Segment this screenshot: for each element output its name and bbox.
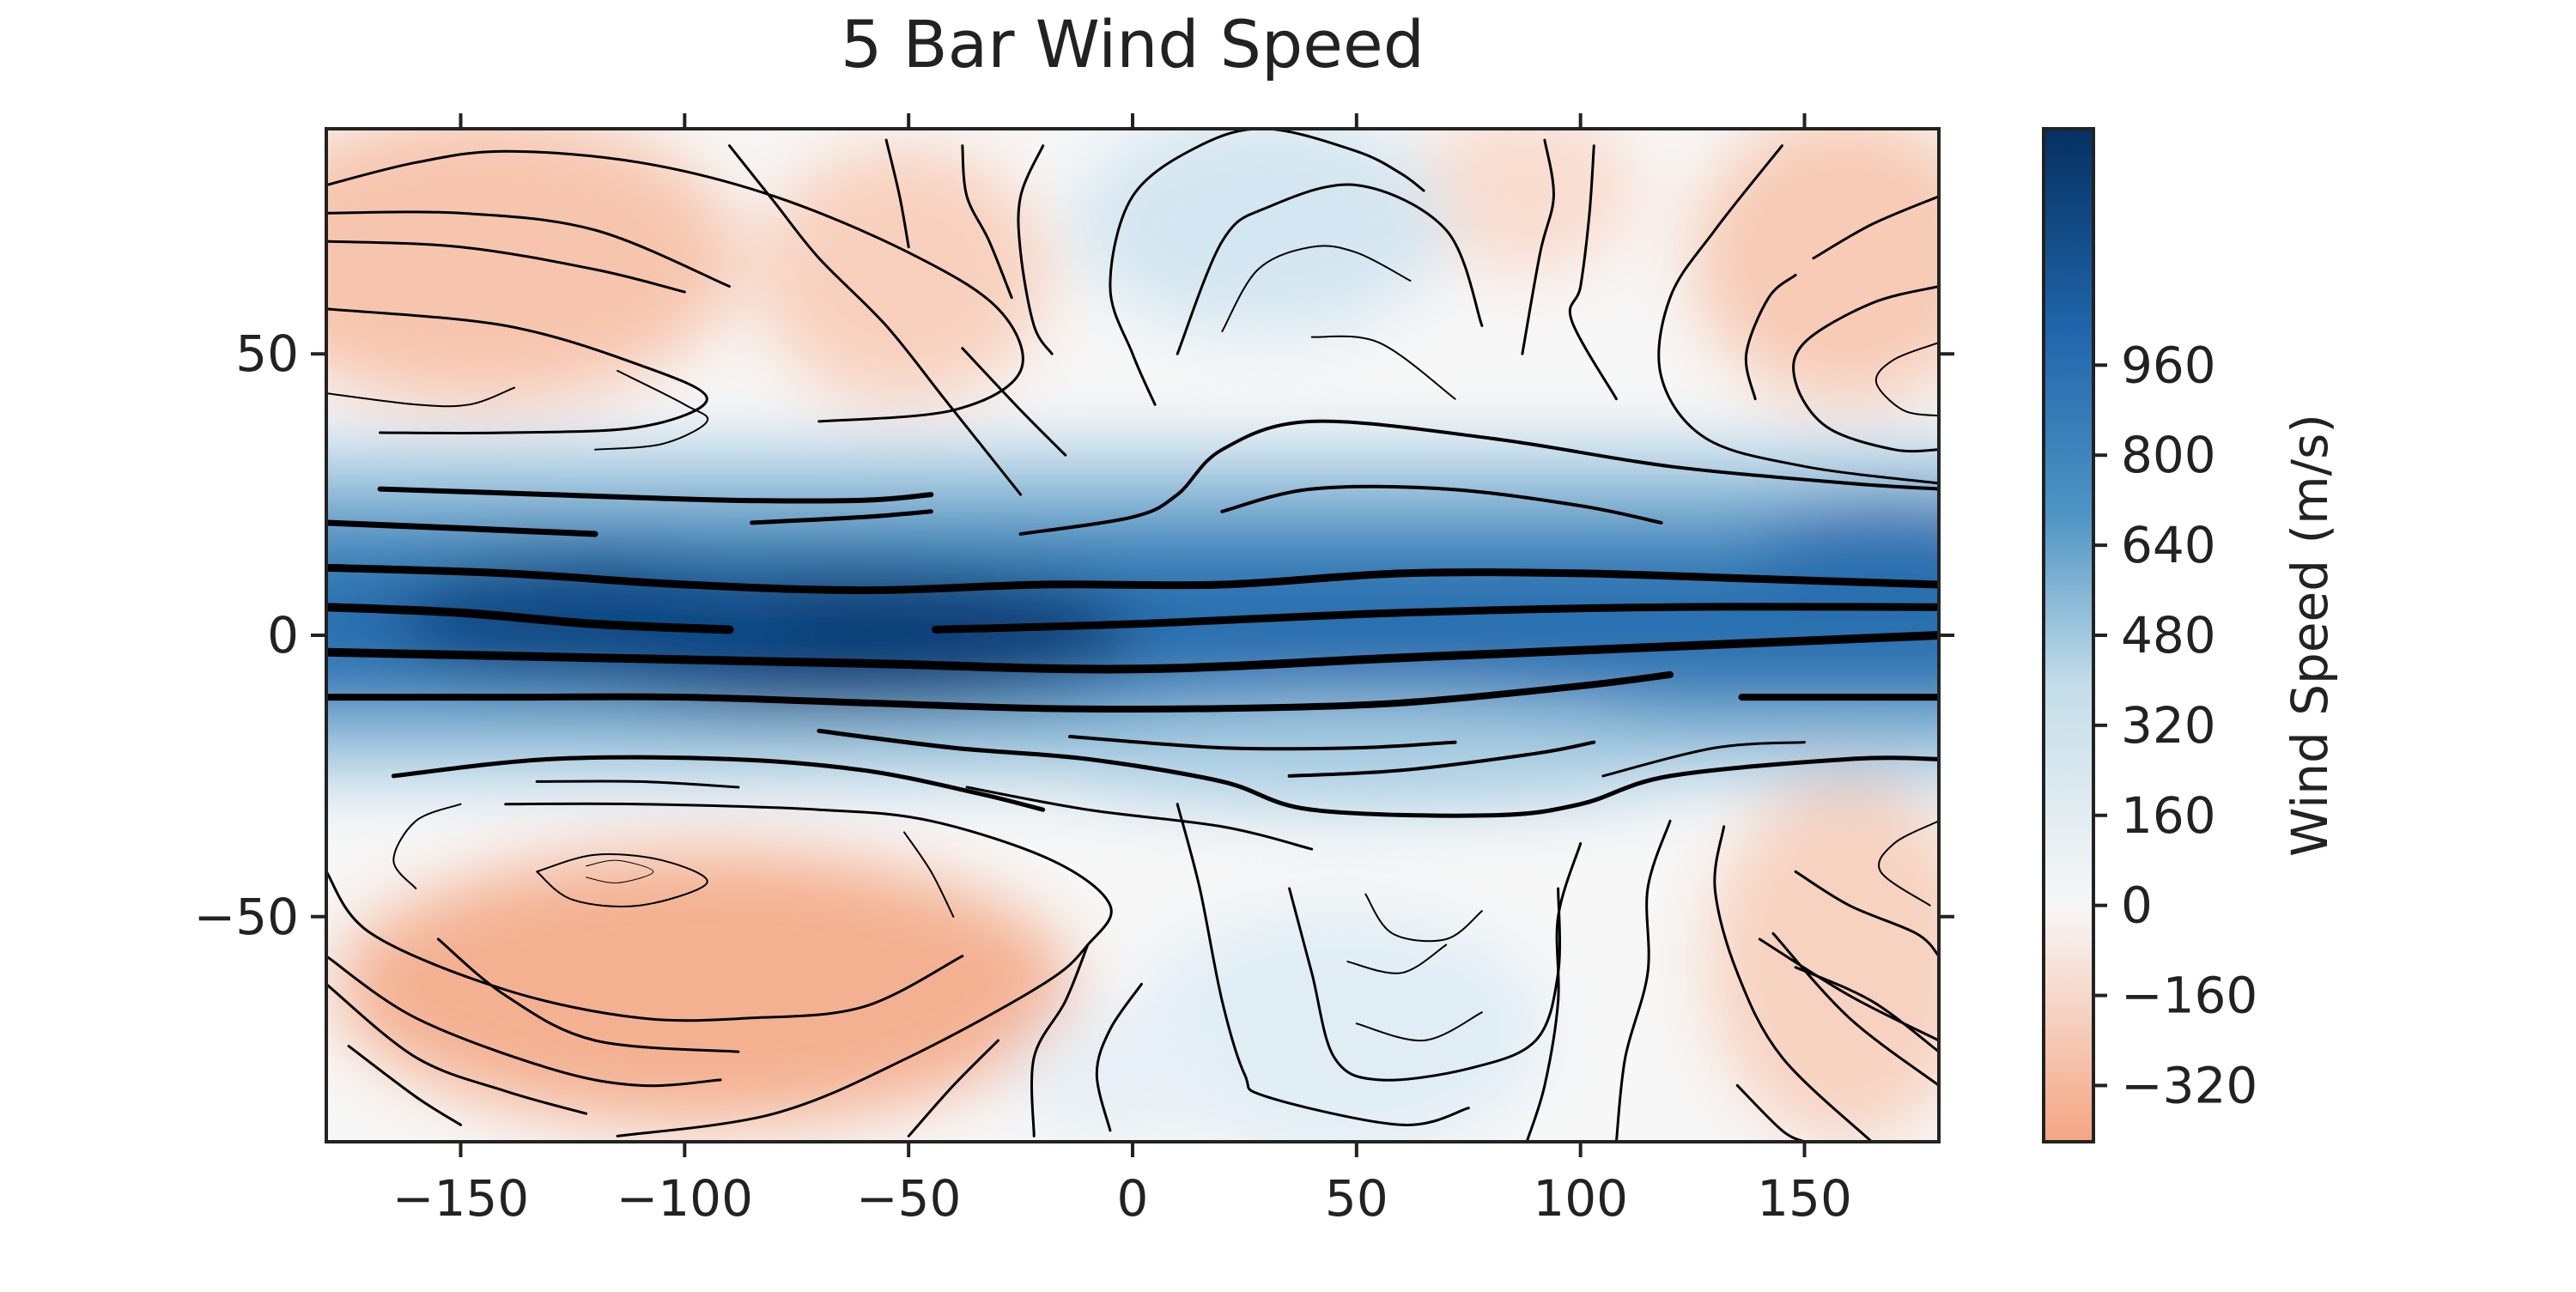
x-tick-label: −100 [617,1169,753,1228]
streamline-49 [903,831,955,918]
streamline-41 [326,955,722,1088]
streamline-2 [326,563,1939,595]
streamline-20 [326,307,708,434]
streamline-19 [326,210,731,288]
streamline-38 [1744,273,1797,401]
streamline-13 [1068,735,1457,751]
colorbar-tick-label: 800 [2121,426,2216,484]
streamline-8 [750,509,933,525]
streamline-24 [728,144,1023,496]
y-tick-label: 0 [267,606,299,664]
streamline-30 [1176,183,1484,355]
x-tick-label: −50 [856,1169,961,1228]
streamline-21 [326,386,516,408]
streamline-55 [1355,1011,1483,1042]
streamline-16 [1601,741,1806,778]
streamline-61 [1771,931,1939,1087]
streamline-4 [326,670,1674,713]
x-tick-label: 50 [1325,1169,1388,1228]
streamline-23 [326,240,686,294]
streamline-43 [436,937,740,1053]
colorbar-tick-label: 0 [2121,876,2153,935]
streamline-60 [1713,825,1874,1142]
colorbar-tick-label: 320 [2121,696,2216,755]
streamline-37 [1874,342,1939,417]
streamline-64 [1794,870,1939,958]
streamline-25 [884,138,910,249]
streamline-47 [536,853,708,907]
streamline-1 [326,631,1939,674]
streamline-7 [377,486,934,504]
x-axis: −150 −100 −50 0 50 100 150 [392,113,1852,1228]
streamline-58 [1525,842,1583,1142]
colorbar-tick-label: −320 [2121,1056,2257,1114]
streamline-28 [961,347,1067,457]
colorbar-gradient [2044,129,2093,1142]
streamline-31 [1221,245,1412,332]
streamline-57 [1364,893,1483,943]
streamline-18 [326,149,1024,423]
streamline-36 [1792,285,1939,453]
streamline-3 [932,603,1939,634]
streamline-65 [1878,820,1939,907]
colorbar: 960 800 640 480 320 160 0 −160 −320 Wind Speed (… [2042,127,2339,1143]
streamline-39 [1812,195,1939,260]
streamline-44 [347,1045,462,1126]
chart-title: 5 Bar Wind Speed [841,6,1425,82]
streamline-33 [1521,138,1555,355]
streamline-9 [1018,419,1939,536]
streamline-42 [326,982,588,1115]
colorbar-tick-label: 160 [2121,786,2216,845]
streamline-63 [1758,937,1939,1042]
streamline-51 [1030,943,1090,1137]
colorbar-tick-label: 480 [2121,606,2216,664]
streamline-27 [1017,144,1054,355]
colorbar-label: Wind Speed (m/s) [2281,414,2339,857]
streamline-45 [504,802,1113,1137]
colorbar-tick-label: −160 [2121,967,2257,1025]
y-tick-label: −50 [194,888,299,946]
streamline-11 [817,728,1939,818]
x-tick-label: 150 [1757,1169,1852,1228]
streamline-29 [1109,129,1425,406]
colorbar-tick-label: 640 [2121,516,2216,574]
streamline-52 [1095,982,1143,1132]
streamline-53 [1176,803,1470,1126]
x-tick-label: 100 [1533,1169,1628,1228]
streamline-22 [594,369,709,451]
streamline-56 [1346,943,1448,974]
streamline-10 [1220,484,1663,525]
streamlines [326,129,1939,1142]
streamline-50 [907,1039,999,1137]
streamline-12 [391,755,1046,812]
streamline-32 [1310,335,1456,400]
streamline-6 [326,519,598,537]
streamline-59 [1614,819,1672,1142]
streamline-54 [1288,887,1561,1082]
streamline-40 [326,870,964,1022]
streamline-17 [965,786,1314,851]
streamline-35 [1657,144,1939,485]
colorbar-ticks: 960 800 640 480 320 160 0 −160 −320 [2093,336,2257,1114]
y-axis: 50 0 −50 [194,325,1954,946]
streamline-34 [1568,144,1618,401]
y-tick-label: 50 [235,325,299,383]
x-tick-label: −150 [392,1169,529,1228]
colorbar-tick-label: 960 [2121,336,2216,394]
streamline-48 [586,859,654,883]
streamline-14 [1287,740,1596,778]
x-tick-label: 0 [1117,1169,1149,1228]
streamline-0 [326,603,734,634]
streamline-15 [535,779,740,789]
streamline-26 [961,144,1013,300]
streamline-46 [392,803,462,889]
